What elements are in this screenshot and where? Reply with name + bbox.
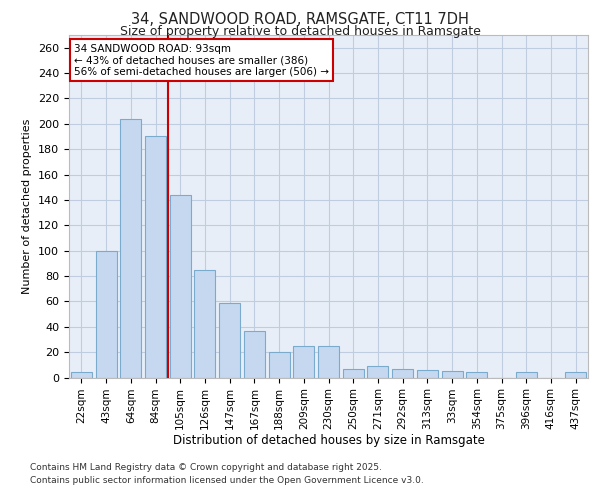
Bar — [367, 366, 388, 378]
Text: 34, SANDWOOD ROAD, RAMSGATE, CT11 7DH: 34, SANDWOOD ROAD, RAMSGATE, CT11 7DH — [131, 12, 469, 28]
Bar — [219, 302, 240, 378]
Text: Contains public sector information licensed under the Open Government Licence v3: Contains public sector information licen… — [30, 476, 424, 485]
Bar — [95, 250, 116, 378]
Bar — [170, 195, 191, 378]
Bar — [194, 270, 215, 378]
Bar — [516, 372, 537, 378]
Bar — [293, 346, 314, 378]
Bar — [269, 352, 290, 378]
Bar — [120, 118, 141, 378]
Bar — [71, 372, 92, 378]
Bar — [343, 368, 364, 378]
Bar — [145, 136, 166, 378]
Text: 34 SANDWOOD ROAD: 93sqm
← 43% of detached houses are smaller (386)
56% of semi-d: 34 SANDWOOD ROAD: 93sqm ← 43% of detache… — [74, 44, 329, 77]
Bar — [565, 372, 586, 378]
Bar — [244, 330, 265, 378]
Text: Size of property relative to detached houses in Ramsgate: Size of property relative to detached ho… — [119, 25, 481, 38]
Bar — [417, 370, 438, 378]
Y-axis label: Number of detached properties: Number of detached properties — [22, 118, 32, 294]
Bar — [466, 372, 487, 378]
Text: Contains HM Land Registry data © Crown copyright and database right 2025.: Contains HM Land Registry data © Crown c… — [30, 462, 382, 471]
X-axis label: Distribution of detached houses by size in Ramsgate: Distribution of detached houses by size … — [173, 434, 484, 446]
Bar — [442, 371, 463, 378]
Bar — [318, 346, 339, 378]
Bar — [392, 368, 413, 378]
